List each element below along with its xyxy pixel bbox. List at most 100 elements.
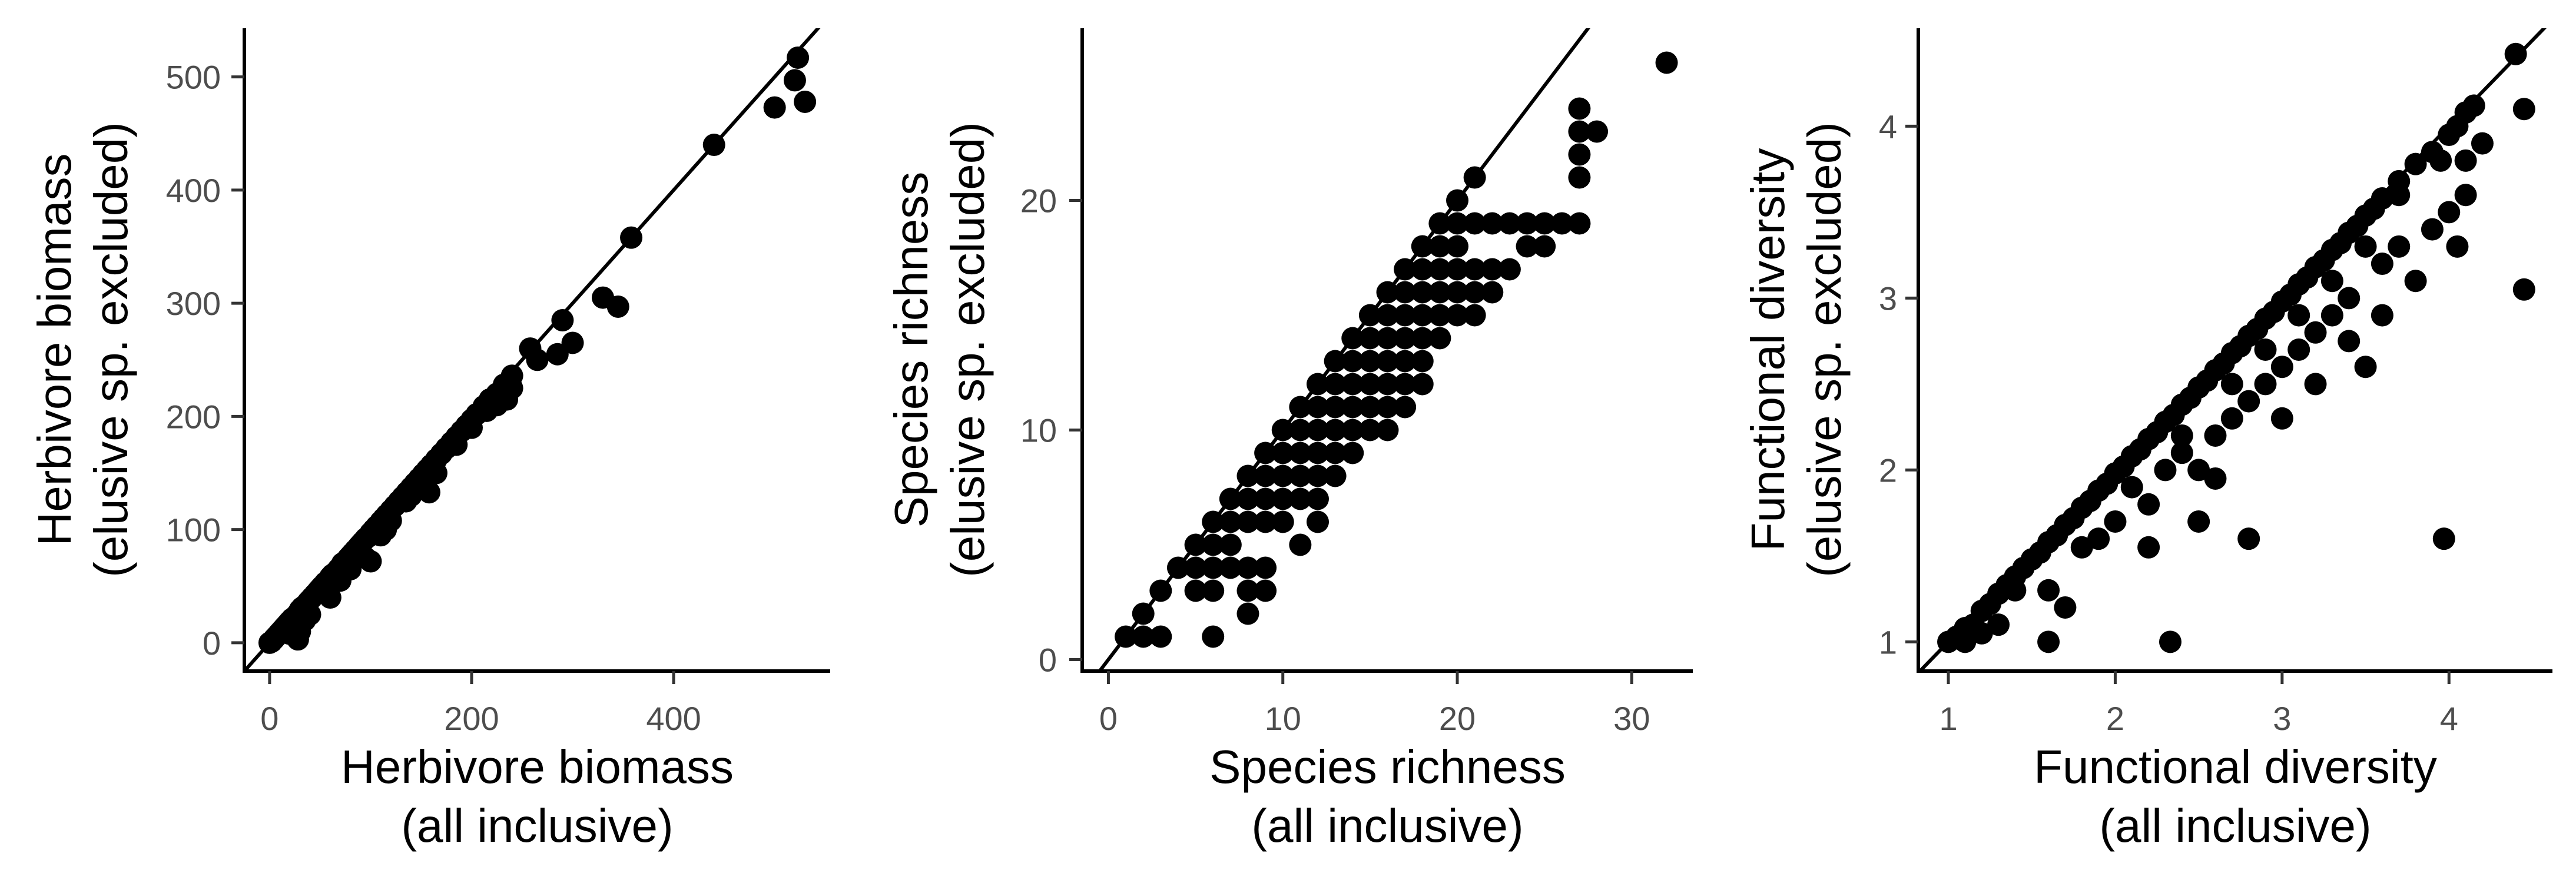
data-point (1358, 419, 1381, 442)
data-point (1254, 510, 1277, 533)
data-point (2254, 373, 2277, 396)
data-point (1568, 166, 1591, 189)
data-point (2429, 149, 2452, 172)
data-point (1394, 258, 1417, 281)
data-point (2270, 407, 2293, 430)
data-point (1184, 579, 1207, 602)
data-point (2237, 527, 2260, 550)
panel-1: 0 200 400 0 100 200 300 400 500 Herbivore biomass… (28, 28, 830, 852)
y-tick-label: 300 (166, 285, 221, 322)
data-point (1394, 327, 1417, 350)
data-point (2070, 536, 2093, 559)
data-point (2220, 373, 2243, 396)
data-point (2287, 338, 2310, 361)
data-point (2220, 407, 2243, 430)
data-point (1428, 235, 1451, 258)
data-point (2462, 94, 2485, 117)
data-point (1394, 396, 1417, 419)
data-point (1376, 396, 1399, 419)
panel-2: 0 10 20 30 0 10 20 Species richness (all inclusi… (885, 28, 1693, 852)
data-point (1306, 464, 1329, 487)
points (258, 46, 817, 654)
data-point (2159, 630, 2182, 653)
data-point (1376, 373, 1399, 396)
y-tick-label: 2 (1879, 452, 1897, 489)
data-point (2037, 630, 2060, 653)
data-point (1149, 579, 1172, 602)
x-axis-subtitle: (all inclusive) (2099, 799, 2371, 852)
x-tick-label: 0 (1099, 700, 1118, 737)
data-point (1498, 258, 1521, 281)
data-point (1324, 419, 1347, 442)
y-tick-label: 0 (1039, 642, 1057, 679)
data-point (1394, 350, 1417, 373)
data-point (1376, 327, 1399, 350)
data-point (2404, 152, 2427, 175)
y-tick-label: 100 (166, 512, 221, 549)
data-point (1236, 487, 1259, 510)
x-tick-label: 3 (2273, 700, 2291, 737)
y-tick-label: 1 (1879, 623, 1897, 660)
data-point (1394, 281, 1417, 304)
x-axis-title: Herbivore biomass (341, 741, 734, 793)
data-point (763, 96, 786, 119)
data-point (1271, 442, 1294, 464)
data-point (1271, 510, 1294, 533)
data-point (1236, 579, 1259, 602)
x-tick-label: 0 (260, 700, 279, 737)
data-point (2371, 253, 2393, 275)
data-point (2471, 132, 2494, 155)
data-point (787, 46, 810, 69)
y-tick-label: 4 (1879, 108, 1897, 145)
data-point (1970, 622, 1993, 645)
x-tick-label: 20 (1439, 700, 1476, 737)
data-point (1446, 212, 1469, 235)
y-axis-subtitle: (elusive sp. excluded) (1798, 122, 1851, 577)
y-axis-title: Functional diversity (1742, 148, 1794, 552)
data-point (2304, 373, 2327, 396)
data-point (2338, 287, 2360, 310)
data-point (496, 388, 519, 411)
data-point (1411, 373, 1434, 396)
data-point (551, 309, 574, 332)
data-point (379, 509, 402, 532)
data-point (1289, 464, 1312, 487)
data-point (1219, 556, 1242, 579)
data-point (1428, 212, 1451, 235)
data-point (1341, 350, 1364, 373)
y-tick-label: 10 (1020, 412, 1057, 449)
data-point (319, 586, 342, 609)
data-point (299, 603, 321, 626)
data-point (794, 90, 817, 113)
data-point (2154, 459, 2177, 482)
data-point (1498, 212, 1521, 235)
data-point (1516, 235, 1539, 258)
data-point (2320, 270, 2343, 293)
data-point (1446, 235, 1469, 258)
data-point (1463, 281, 1486, 304)
data-point (620, 226, 643, 249)
data-point (2388, 235, 2411, 258)
data-point (1184, 533, 1207, 556)
data-point (1132, 602, 1155, 625)
data-point (1394, 304, 1417, 327)
data-point (2371, 187, 2393, 210)
x-axis-subtitle: (all inclusive) (401, 799, 673, 852)
data-point (2254, 338, 2277, 361)
data-point (2270, 356, 2293, 379)
data-point (1428, 304, 1451, 327)
data-point (1358, 373, 1381, 396)
data-point (1219, 533, 1242, 556)
data-point (1568, 143, 1591, 166)
data-point (2237, 390, 2260, 413)
y-axis-subtitle: (elusive sp. excluded) (85, 122, 137, 577)
data-point (2354, 235, 2377, 258)
data-point (1376, 350, 1399, 373)
data-point (1411, 281, 1434, 304)
data-point (1324, 373, 1347, 396)
data-point (2054, 596, 2077, 619)
data-point (1289, 442, 1312, 464)
data-point (1202, 533, 1225, 556)
data-point (1254, 556, 1277, 579)
